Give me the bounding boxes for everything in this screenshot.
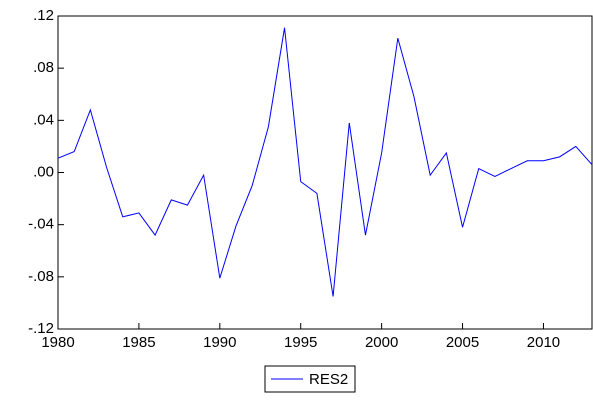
x-tick-label: 1990 bbox=[203, 334, 236, 351]
plot-frame bbox=[57, 15, 593, 330]
y-tick-label: -.08 bbox=[28, 268, 54, 285]
y-tick-label: .04 bbox=[33, 111, 54, 128]
legend-label: RES2 bbox=[309, 371, 348, 388]
x-tick-label: 1995 bbox=[284, 334, 317, 351]
x-tick-label: 2005 bbox=[446, 334, 479, 351]
x-tick-label: 2000 bbox=[365, 334, 398, 351]
y-tick-label: .08 bbox=[33, 59, 54, 76]
x-tick-label: 1985 bbox=[122, 334, 155, 351]
legend-box bbox=[264, 365, 356, 393]
series-line bbox=[57, 27, 593, 297]
x-tick-label: 2010 bbox=[527, 334, 560, 351]
y-tick-label: .00 bbox=[33, 163, 54, 180]
y-tick-label: -.04 bbox=[28, 216, 54, 233]
y-tick-label: -.12 bbox=[28, 320, 54, 337]
x-tick-label: 1980 bbox=[41, 334, 74, 351]
y-tick-label: .12 bbox=[33, 7, 54, 24]
